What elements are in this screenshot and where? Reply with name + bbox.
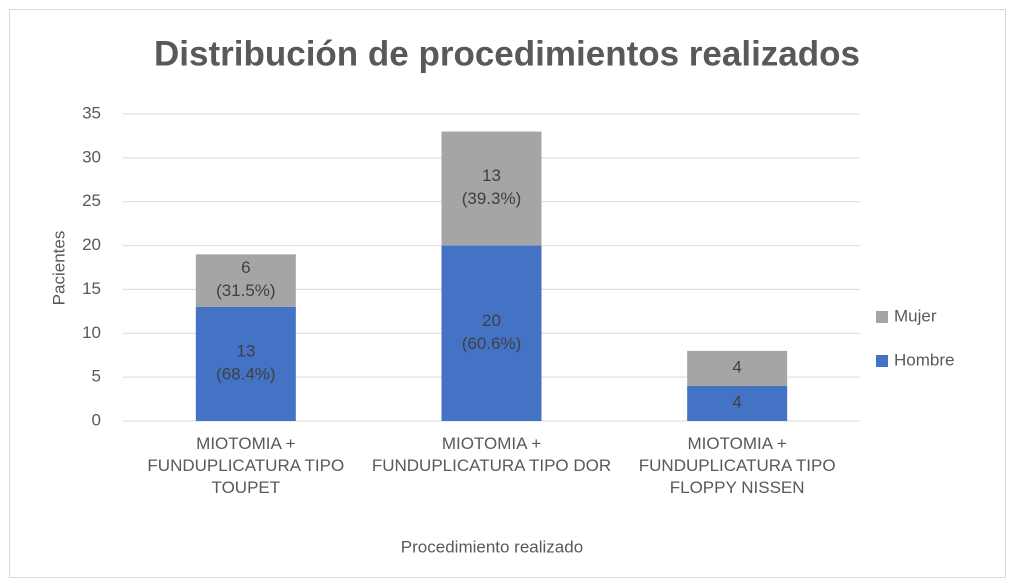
bar-segment [195, 306, 296, 421]
legend-label: Mujer [894, 306, 937, 325]
y-tick-label: 20 [82, 235, 101, 254]
x-axis-title: Procedimiento realizado [401, 537, 583, 556]
data-label-line: (39.3%) [462, 190, 522, 209]
y-tick-label: 30 [82, 147, 101, 166]
data-label-line: 20 [482, 311, 501, 330]
data-label-line: 13 [482, 167, 501, 186]
data-label: 4 [732, 358, 741, 377]
bar-segment [687, 350, 788, 386]
data-label-line: (31.5%) [216, 282, 276, 301]
x-tick-label: MIOTOMIA + FUNDUPLICATURA TIPO DOR [371, 434, 612, 475]
y-tick-label: 15 [82, 279, 101, 298]
y-tick-label: 25 [82, 191, 101, 210]
data-label-line: 6 [241, 259, 250, 278]
bar-segment [441, 245, 542, 421]
data-label: 13 (39.3%) [462, 167, 522, 209]
bar-segment [195, 254, 296, 307]
y-axis-title: Pacientes [49, 231, 68, 306]
data-label-line: 13 [236, 342, 255, 361]
x-tick-label: MIOTOMIA + FUNDUPLICATURA TIPO TOUPET [147, 434, 345, 497]
data-label: 4 [732, 393, 741, 412]
chart-title: Distribución de procedimientos realizado… [154, 34, 860, 73]
data-label: 13 (68.4%) [216, 342, 276, 384]
y-tick-label: 0 [92, 410, 101, 429]
y-tick-label: 5 [92, 367, 101, 386]
data-label-line: 4 [732, 358, 741, 377]
data-label-line: (68.4%) [216, 365, 276, 384]
legend-label: Hombre [894, 350, 954, 369]
data-label-line: 4 [732, 393, 741, 412]
data-label: 6 (31.5%) [216, 259, 276, 301]
x-tick-label: MIOTOMIA + FUNDUPLICATURA TIPO FLOPPY NI… [638, 434, 836, 497]
bar-segment [441, 131, 542, 246]
data-label-line: (60.6%) [462, 334, 522, 353]
y-tick-label: 10 [82, 323, 101, 342]
legend-swatch [876, 311, 888, 323]
data-label: 20 (60.6%) [462, 311, 522, 353]
y-tick-label: 35 [82, 103, 101, 122]
legend-swatch [876, 355, 888, 367]
bar-segment [687, 385, 788, 421]
